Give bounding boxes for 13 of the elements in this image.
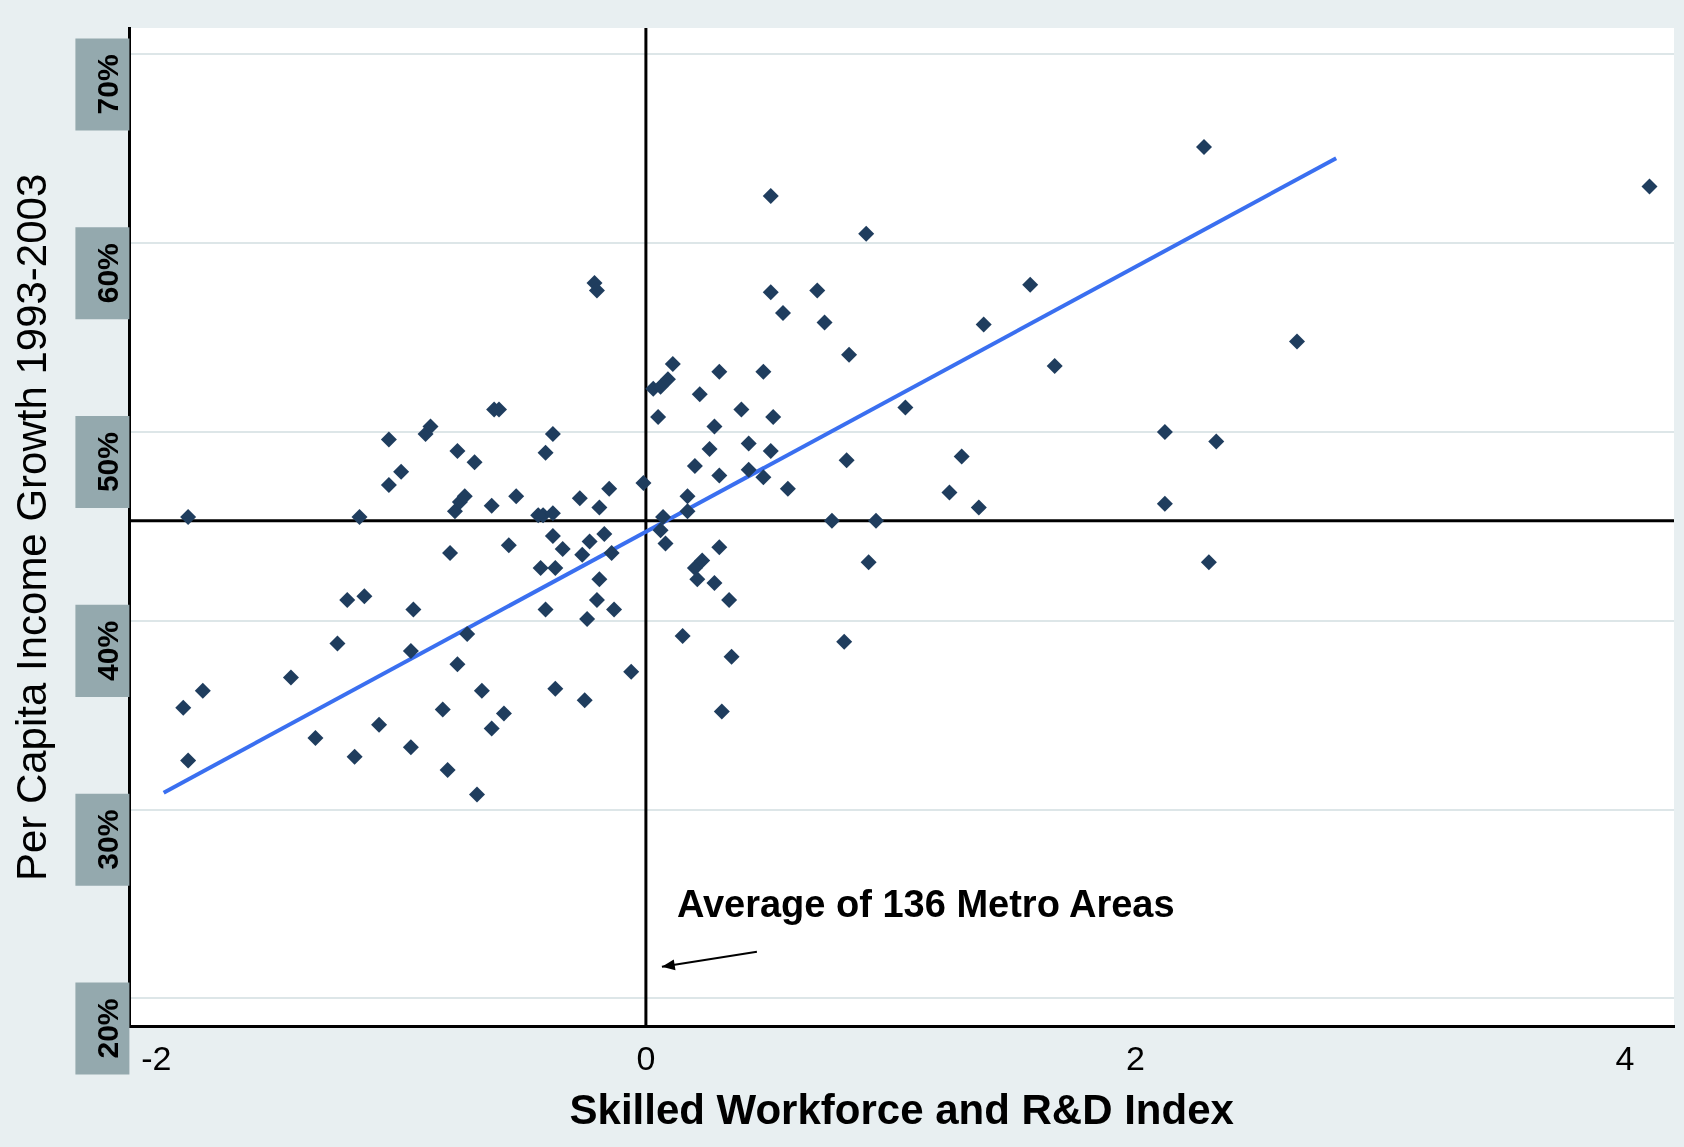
x-tick-label: -2: [141, 1038, 172, 1077]
annotation: Average of 136 Metro Areas: [676, 882, 1175, 925]
y-tick-label: 20%: [90, 998, 124, 1059]
x-tick-label: 0: [636, 1038, 656, 1077]
y-tick-label: 30%: [90, 809, 124, 870]
y-tick-label: 60%: [90, 243, 124, 304]
x-axis-title: Skilled Workforce and R&D Index: [569, 1086, 1235, 1134]
y-tick-label: 70%: [90, 54, 124, 115]
y-tick-label: 40%: [90, 620, 124, 681]
y-axis-title: Per Capita Income Growth 1993-2003: [7, 173, 55, 882]
y-tick-label: 50%: [90, 432, 124, 493]
x-tick-label: 4: [1615, 1038, 1635, 1077]
x-tick-label: 2: [1126, 1038, 1145, 1077]
